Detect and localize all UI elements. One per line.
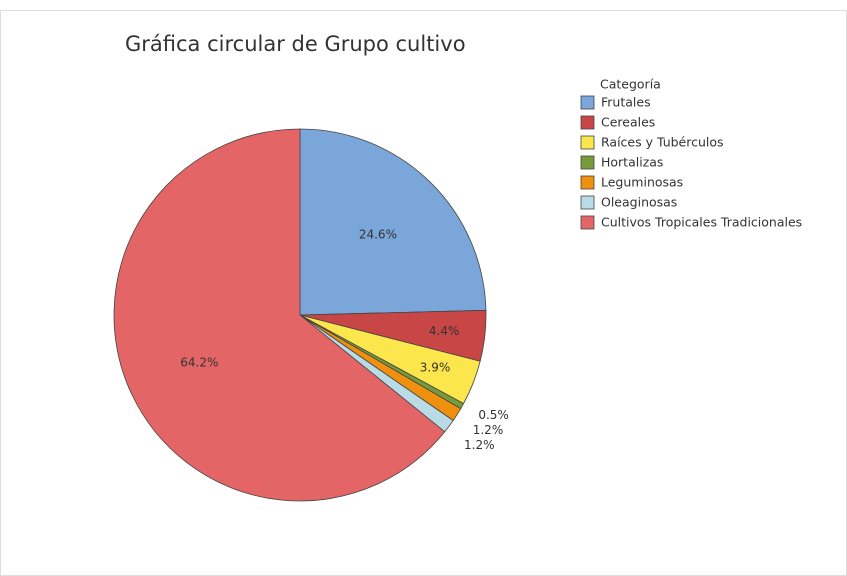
- legend-label: Frutales: [601, 95, 651, 110]
- data-label: 1.2%: [473, 423, 504, 437]
- legend-swatch: [580, 195, 595, 210]
- legend-label: Oleaginosas: [601, 195, 677, 210]
- data-label: 0.5%: [478, 408, 509, 422]
- pie-slice: [299, 128, 487, 316]
- legend-swatch: [580, 115, 595, 130]
- legend-label: Cultivos Tropicales Tradicionales: [601, 215, 802, 230]
- chart-title: Gráfica circular de Grupo cultivo: [125, 32, 466, 56]
- data-label: 4.4%: [429, 324, 460, 338]
- pie-slice: [113, 128, 446, 502]
- legend-swatch: [580, 135, 595, 150]
- legend-swatch: [580, 215, 595, 230]
- legend-swatch: [580, 175, 595, 190]
- legend-label: Hortalizas: [601, 155, 663, 170]
- legend-label: Raíces y Tubérculos: [601, 135, 724, 150]
- legend-label: Leguminosas: [601, 175, 683, 190]
- data-label: 1.2%: [464, 438, 495, 452]
- legend-label: Cereales: [601, 115, 655, 130]
- legend-swatch: [580, 95, 595, 110]
- data-label: 64.2%: [180, 356, 218, 370]
- legend-swatch: [580, 155, 595, 170]
- data-label: 3.9%: [420, 360, 451, 374]
- legend-title: Categoría: [600, 77, 661, 92]
- data-label: 24.6%: [359, 228, 397, 242]
